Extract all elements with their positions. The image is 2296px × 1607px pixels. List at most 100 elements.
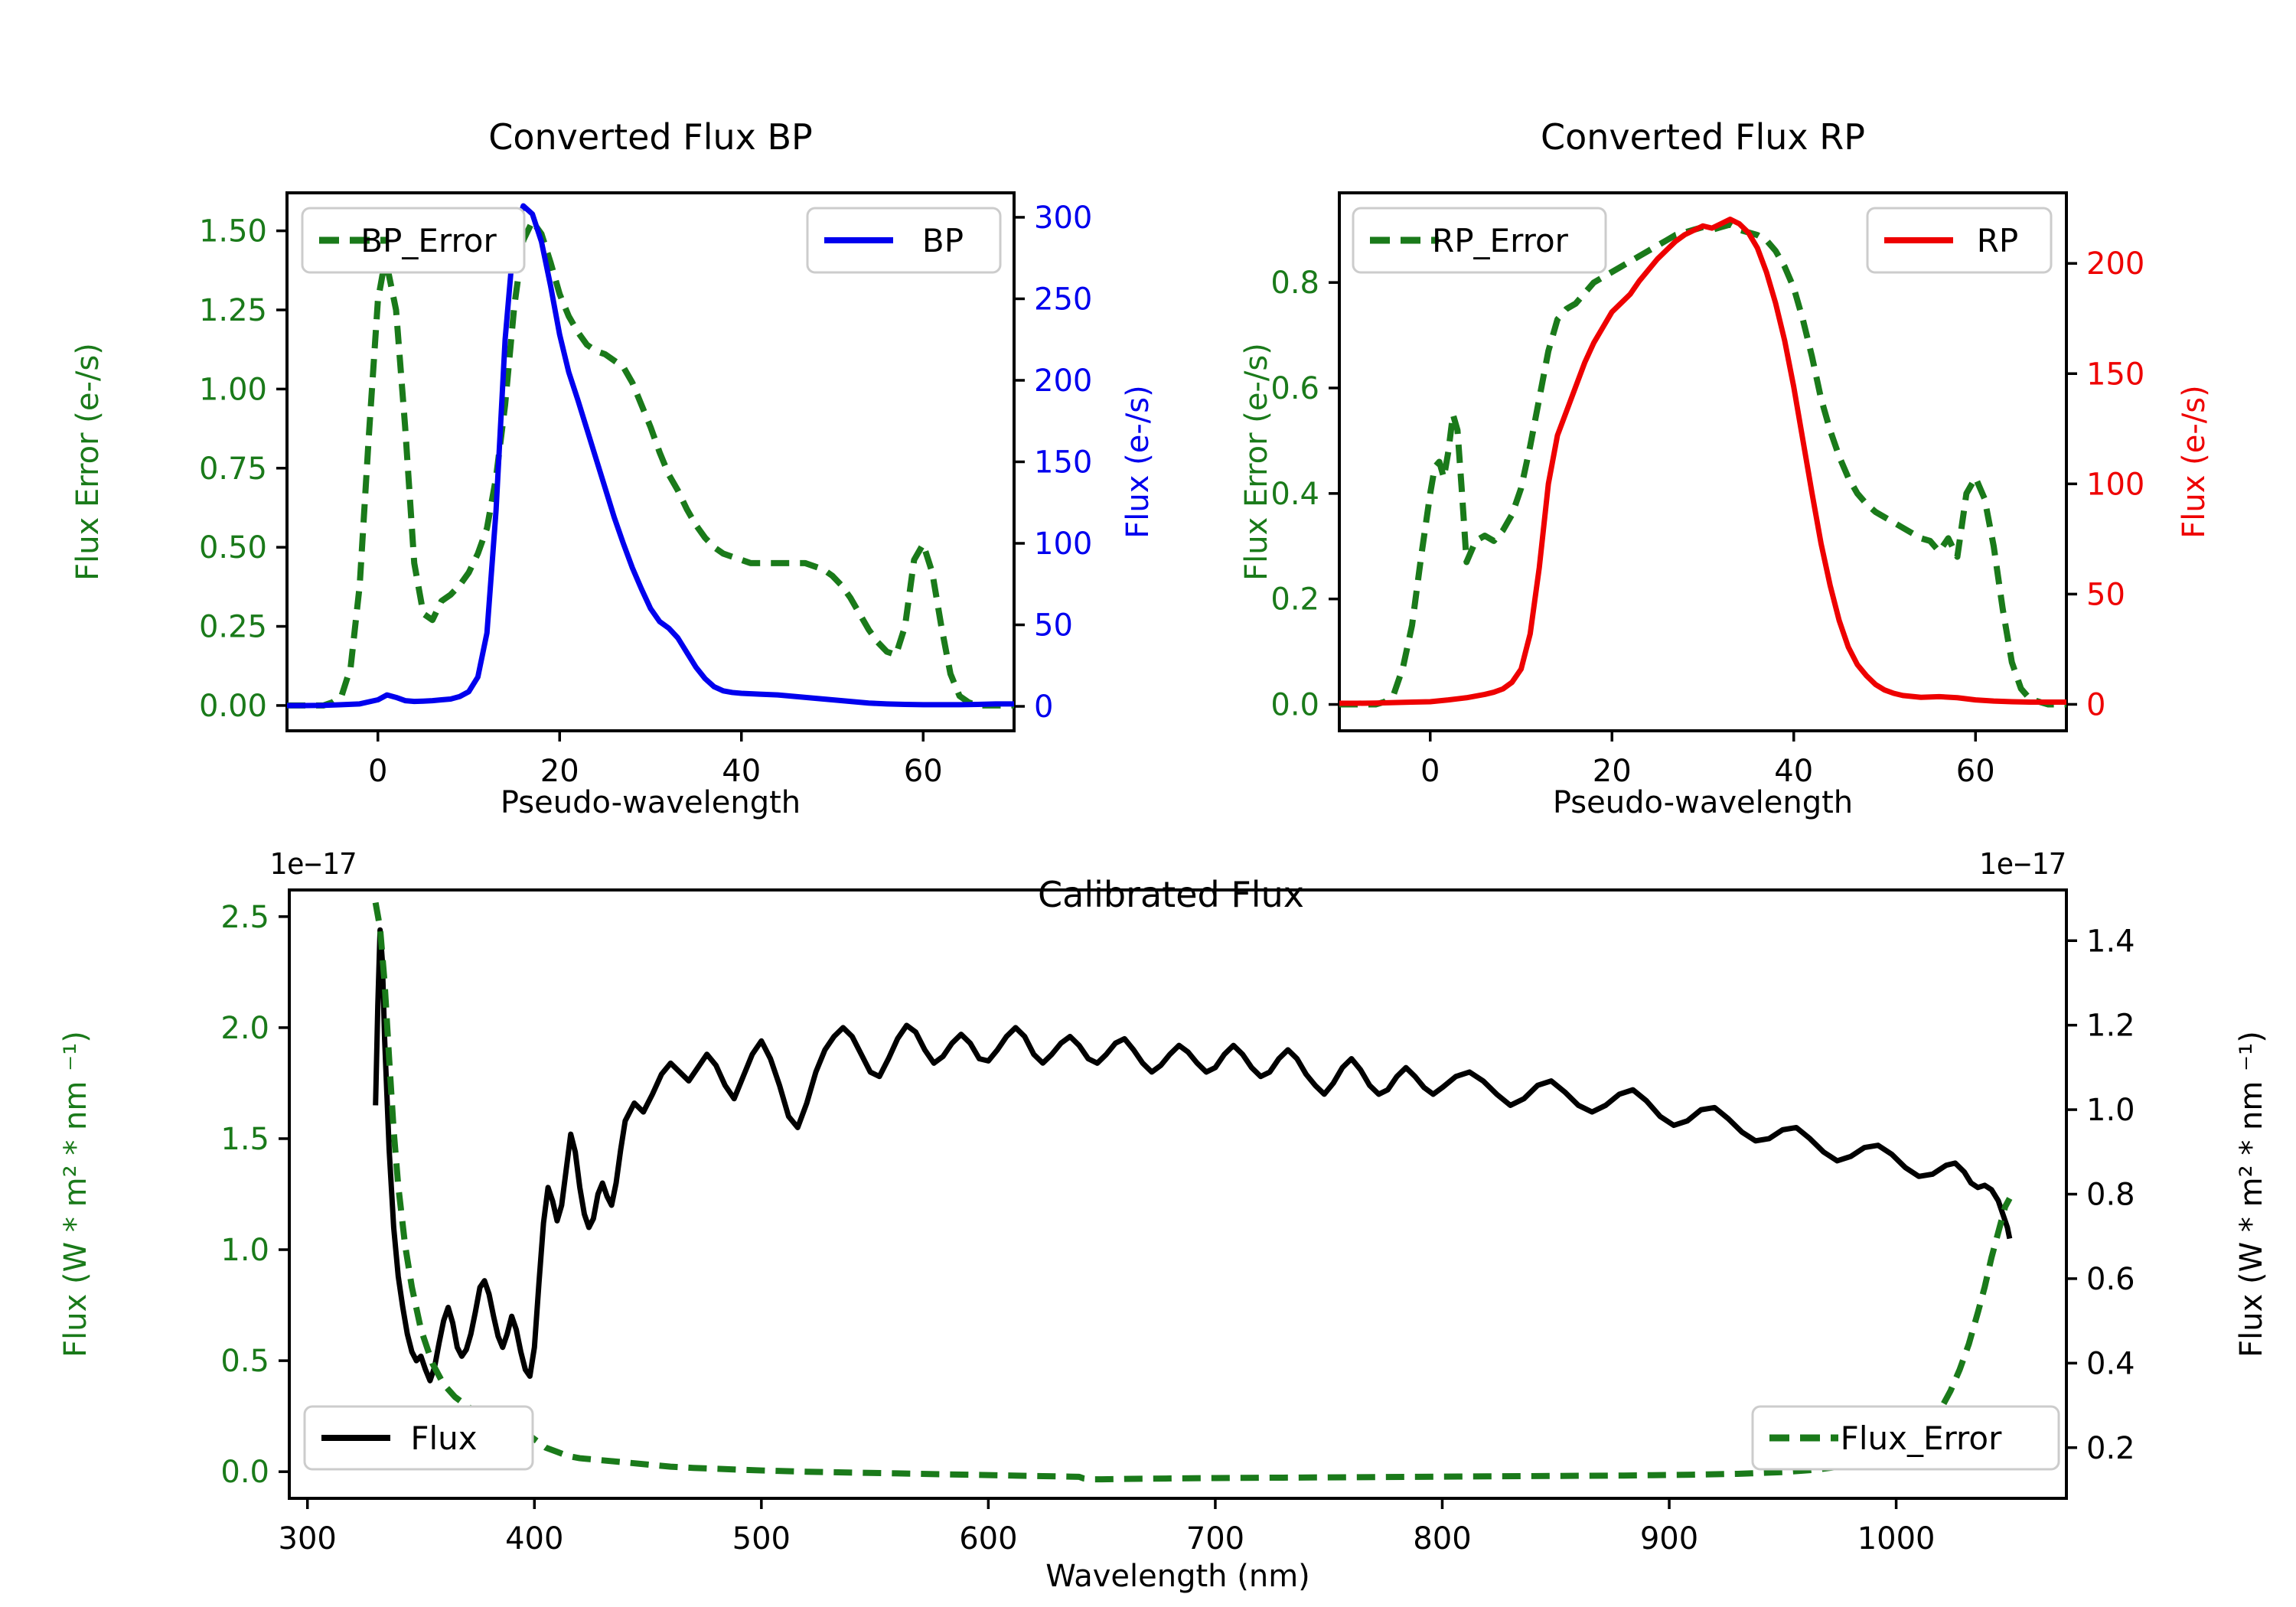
bp-xtick-label: 20 xyxy=(540,754,579,789)
rp-axes-group: 0 20 40 60 0.0 0.2 0.4 0.6 0.8 0 50 100 150 200 Pseudo… xyxy=(1239,191,2212,820)
bp-xtick-label: 40 xyxy=(722,754,761,789)
cal-xtick-label: 1000 xyxy=(1857,1521,1936,1556)
bp-xaxis-label: Pseudo-wavelength xyxy=(501,785,801,820)
cal-xtick-label: 900 xyxy=(1640,1521,1698,1556)
cal-legend-flux-error[interactable]: Flux_Error xyxy=(1751,1405,2060,1471)
cal-curves-group xyxy=(372,901,2013,1483)
rp-ytick-left-label: 0.4 xyxy=(1270,477,1319,512)
rp-xaxis-label: Pseudo-wavelength xyxy=(1553,785,1853,820)
cal-legend-group: Flux Flux_Error xyxy=(303,1405,2060,1471)
rp-series-rp-error xyxy=(1339,221,2066,708)
rp-legend-rp-error[interactable]: RP_Error xyxy=(1352,207,1607,274)
cal-ytick-right-label: 0.8 xyxy=(2086,1178,2135,1213)
bp-ytick-left-label: 0.25 xyxy=(199,610,267,645)
bp-axes-group: 0 20 40 60 0.00 0.25 0.50 0.75 1.00 1.25 1.50 0 50 10… xyxy=(70,191,1156,820)
cal-yaxis-left-label: Flux (W * m² * nm ⁻¹) xyxy=(58,1031,93,1358)
cal-ytick-left-label: 1.5 xyxy=(220,1122,269,1157)
cal-axes-group: 300 400 500 600 700 800 900 1000 0.0 0.5 1.0 1.5 2.0… xyxy=(58,888,2269,1594)
rp-panel-title: Converted Flux RP xyxy=(1541,116,1865,158)
cal-ytick-right-label: 1.2 xyxy=(2086,1009,2135,1044)
cal-yaxis-right-label: Flux (W * m² * nm ⁻¹) xyxy=(2234,1031,2269,1358)
bp-ytick-left-label: 1.25 xyxy=(199,293,267,328)
rp-legend-group: RP_Error RP xyxy=(1352,207,2053,274)
rp-ytick-right-label: 200 xyxy=(2086,246,2144,282)
rp-ytick-left-label: 0.6 xyxy=(1270,371,1319,406)
cal-xtick-label: 400 xyxy=(505,1521,563,1556)
cal-xtick-label: 300 xyxy=(279,1521,337,1556)
cal-xtick-label: 500 xyxy=(732,1521,791,1556)
cal-xtick-label: 800 xyxy=(1413,1521,1471,1556)
rp-yaxis-right-label: Flux (e-/s) xyxy=(2177,385,2212,538)
panel-calibrated-flux: Calibrated Flux 1e−17 1e−17 300 400 500 600… xyxy=(0,834,2296,1607)
bp-yaxis-left-label: Flux Error (e-/s) xyxy=(70,343,106,581)
cal-legend-label-flux-error: Flux_Error xyxy=(1841,1420,2002,1457)
bp-legend-group: BP_Error BP xyxy=(301,207,1002,274)
bp-legend-bp-error[interactable]: BP_Error xyxy=(301,207,526,274)
bp-series-bp-error xyxy=(287,218,1014,709)
bp-ytick-right-label: 50 xyxy=(1034,608,1073,644)
cal-ytick-right-label: 1.4 xyxy=(2086,924,2135,959)
panel-converted-flux-bp: Converted Flux BP 0 20 40 60 0.00 0.25 0.50 0.7… xyxy=(0,0,1194,834)
rp-legend-label-rp: RP xyxy=(1977,222,2019,259)
rp-ytick-left-label: 0.2 xyxy=(1270,582,1319,618)
cal-series-flux xyxy=(373,927,2013,1384)
bp-legend-bp[interactable]: BP xyxy=(806,207,1002,274)
rp-xtick-label: 0 xyxy=(1420,754,1440,789)
bp-ytick-left-label: 1.00 xyxy=(199,372,267,407)
cal-ytick-left-label: 2.0 xyxy=(220,1011,269,1046)
cal-plot-svg: Calibrated Flux 1e−17 1e−17 300 400 500 600… xyxy=(58,847,2269,1594)
rp-curves-group xyxy=(1339,217,2066,708)
rp-legend-rp[interactable]: RP xyxy=(1866,207,2053,274)
rp-xtick-label: 60 xyxy=(1956,754,1995,789)
rp-series-rp xyxy=(1339,217,2066,706)
bp-ytick-right-label: 100 xyxy=(1034,526,1092,562)
rp-xtick-label: 40 xyxy=(1774,754,1813,789)
rp-xtick-label: 20 xyxy=(1593,754,1632,789)
cal-ytick-left-label: 2.5 xyxy=(220,900,269,935)
cal-xtick-label: 600 xyxy=(959,1521,1017,1556)
cal-xaxis-label: Wavelength (nm) xyxy=(1045,1559,1310,1594)
cal-ytick-left-label: 0.0 xyxy=(220,1455,269,1490)
bp-ytick-right-label: 200 xyxy=(1034,363,1092,399)
rp-ytick-left-label: 0.8 xyxy=(1270,266,1319,301)
cal-legend-flux[interactable]: Flux xyxy=(303,1405,534,1471)
cal-ytick-right-label: 0.6 xyxy=(2086,1262,2135,1297)
rp-ytick-right-label: 100 xyxy=(2086,467,2144,502)
cal-right-offset-exponent: 1e−17 xyxy=(1979,847,2066,881)
rp-plot-svg: Converted Flux RP 0 20 40 60 0.0 0.2 0.4 0.6 0.8… xyxy=(1239,116,2212,820)
cal-panel-title: Calibrated Flux xyxy=(1038,874,1304,915)
bp-ytick-right-label: 250 xyxy=(1034,282,1092,317)
bp-plot-svg: Converted Flux BP 0 20 40 60 0.00 0.25 0.50 0.7… xyxy=(70,116,1156,820)
cal-ytick-left-label: 0.5 xyxy=(220,1344,269,1379)
bp-panel-title: Converted Flux BP xyxy=(488,116,813,158)
bp-legend-label-bp-error: BP_Error xyxy=(360,222,497,259)
bp-ytick-left-label: 0.00 xyxy=(199,689,267,724)
cal-legend-label-flux: Flux xyxy=(410,1420,477,1457)
panel-converted-flux-rp: Converted Flux RP 0 20 40 60 0.0 0.2 0.4 0.6 0.8… xyxy=(1194,0,2296,834)
rp-yaxis-left-label: Flux Error (e-/s) xyxy=(1239,343,1274,581)
cal-ytick-right-label: 0.2 xyxy=(2086,1431,2135,1466)
cal-xtick-label: 700 xyxy=(1186,1521,1244,1556)
bp-ytick-right-label: 300 xyxy=(1034,200,1092,236)
cal-ytick-left-label: 1.0 xyxy=(220,1233,269,1268)
bp-ytick-right-label: 150 xyxy=(1034,445,1092,481)
bp-yaxis-right-label: Flux (e-/s) xyxy=(1120,385,1156,538)
bp-ytick-right-label: 0 xyxy=(1034,689,1053,725)
rp-legend-label-rp-error: RP_Error xyxy=(1432,222,1569,259)
bp-ytick-left-label: 0.50 xyxy=(199,530,267,566)
cal-ytick-right-label: 0.4 xyxy=(2086,1346,2135,1381)
rp-ytick-left-label: 0.0 xyxy=(1270,688,1319,723)
bp-series-bp xyxy=(287,203,1014,709)
bp-legend-label-bp: BP xyxy=(922,222,964,259)
bp-ytick-left-label: 0.75 xyxy=(199,451,267,487)
bp-curves-group xyxy=(287,203,1014,709)
cal-left-offset-exponent: 1e−17 xyxy=(269,847,357,881)
bp-xtick-label: 60 xyxy=(904,754,943,789)
cal-ytick-right-label: 1.0 xyxy=(2086,1093,2135,1128)
bp-ytick-left-label: 1.50 xyxy=(199,214,267,249)
rp-ytick-right-label: 50 xyxy=(2086,577,2125,612)
cal-series-flux-error xyxy=(372,901,2013,1483)
rp-ytick-right-label: 150 xyxy=(2086,357,2144,392)
bp-xtick-label: 0 xyxy=(368,754,387,789)
